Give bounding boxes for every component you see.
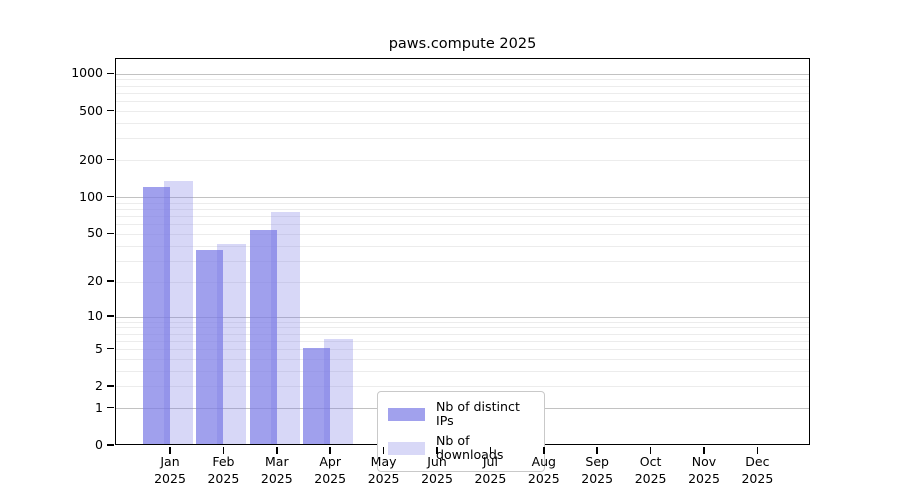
- y-axis-tick: [106, 72, 114, 75]
- y-axis-tick: [106, 195, 114, 198]
- bar-downloads: [324, 339, 354, 444]
- x-axis-tick-label: Oct 2025: [634, 454, 667, 486]
- x-axis-tick-label: Jun 2025: [421, 454, 453, 486]
- minor-gridline: [116, 386, 809, 388]
- minor-gridline: [116, 340, 809, 342]
- x-axis-tick-label: Nov 2025: [688, 454, 720, 486]
- minor-gridline: [116, 101, 809, 103]
- distinct-ips-swatch-icon: [388, 407, 425, 421]
- minor-gridline: [116, 370, 809, 372]
- minor-gridline: [116, 245, 809, 247]
- bar-downloads: [270, 212, 300, 444]
- y-axis-tick-label: 200: [79, 151, 103, 167]
- plot-area: [115, 58, 810, 445]
- y-axis-tick-label: 100: [79, 188, 103, 204]
- y-axis-tick: [106, 280, 114, 282]
- x-axis-tick: [543, 446, 545, 454]
- y-axis-tick: [106, 158, 114, 161]
- y-axis-tick: [106, 109, 114, 112]
- x-axis-tick-label: Mar 2025: [260, 454, 293, 486]
- x-axis-tick: [756, 446, 759, 454]
- y-axis-tick-label: 50: [87, 225, 103, 241]
- minor-gridline: [116, 85, 809, 87]
- minor-gridline: [116, 92, 809, 94]
- y-axis-tick-label: 5: [95, 340, 103, 356]
- minor-gridline: [116, 233, 809, 235]
- minor-gridline: [116, 349, 809, 351]
- x-axis-tick-label: Aug 2025: [527, 454, 560, 486]
- x-axis-tick-label: Feb 2025: [207, 454, 240, 486]
- x-axis-tick-label: Apr 2025: [314, 454, 347, 486]
- y-axis-tick-label: 20: [87, 273, 103, 289]
- x-axis-tick: [436, 446, 438, 454]
- x-axis-tick: [489, 446, 492, 454]
- bar-downloads: [217, 244, 247, 444]
- minor-gridline: [116, 358, 809, 360]
- y-axis-tick-label: 1: [95, 399, 103, 415]
- x-axis-tick-label: Sep 2025: [581, 454, 614, 486]
- minor-gridline: [116, 216, 809, 218]
- downloads-swatch-icon: [388, 441, 425, 455]
- minor-gridline: [116, 123, 809, 125]
- x-axis-tick: [703, 446, 705, 454]
- minor-gridline: [116, 202, 809, 204]
- y-axis-tick: [106, 444, 114, 446]
- minor-gridline: [116, 327, 809, 329]
- y-axis-tick: [106, 347, 114, 350]
- minor-gridline: [116, 111, 809, 113]
- y-axis-tick-label: 0: [95, 437, 103, 452]
- minor-gridline: [116, 333, 809, 335]
- y-axis-tick: [106, 315, 114, 317]
- x-axis-tick: [596, 446, 598, 454]
- x-axis-tick: [329, 446, 331, 454]
- major-gridline: [116, 73, 809, 75]
- x-axis-tick: [382, 446, 385, 454]
- x-axis-tick-label: May 2025: [367, 454, 400, 486]
- legend: Nb of distinct IPs Nb of downloads: [377, 391, 545, 472]
- x-axis-tick: [649, 446, 652, 454]
- x-axis-tick: [276, 446, 278, 454]
- bar-distinct-ips: [249, 230, 277, 444]
- bar-distinct-ips: [303, 347, 331, 444]
- y-axis-tick: [106, 406, 114, 409]
- legend-label: Nb of distinct IPs: [436, 399, 520, 428]
- chart-title: paws.compute 2025: [388, 36, 537, 52]
- y-axis-tick-label: 10: [87, 308, 103, 323]
- minor-gridline: [116, 260, 809, 262]
- y-axis-tick-label: 500: [79, 102, 103, 118]
- major-gridline: [116, 316, 809, 318]
- y-axis-tick: [106, 232, 114, 235]
- y-axis-tick: [106, 385, 114, 387]
- minor-gridline: [116, 209, 809, 211]
- bar-downloads: [164, 181, 193, 444]
- plot-wrap: Nb of distinct IPs Nb of downloads 0 1 2 5 1…: [71, 58, 810, 486]
- minor-gridline: [116, 138, 809, 140]
- x-axis-tick-label: Dec 2025: [741, 454, 774, 486]
- minor-gridline: [116, 160, 809, 162]
- x-axis-tick-label: Jul 2025: [474, 454, 507, 486]
- x-axis-tick: [222, 446, 225, 454]
- bar-distinct-ips: [196, 249, 224, 444]
- legend-item-distinct-ips: Nb of distinct IPs: [378, 397, 544, 431]
- x-axis-tick-label: Jan 2025: [154, 454, 186, 486]
- y-axis-tick-label: 1000: [71, 65, 103, 81]
- minor-gridline: [116, 281, 809, 283]
- bar-distinct-ips: [143, 186, 170, 444]
- minor-gridline: [116, 79, 809, 81]
- minor-gridline: [116, 224, 809, 226]
- major-gridline: [116, 197, 809, 199]
- legend-item-downloads: Nb of downloads: [378, 431, 544, 465]
- x-axis-tick: [169, 446, 171, 454]
- y-axis-tick-label: 2: [95, 377, 103, 393]
- legend-label: Nb of downloads: [436, 433, 504, 462]
- minor-gridline: [116, 321, 809, 323]
